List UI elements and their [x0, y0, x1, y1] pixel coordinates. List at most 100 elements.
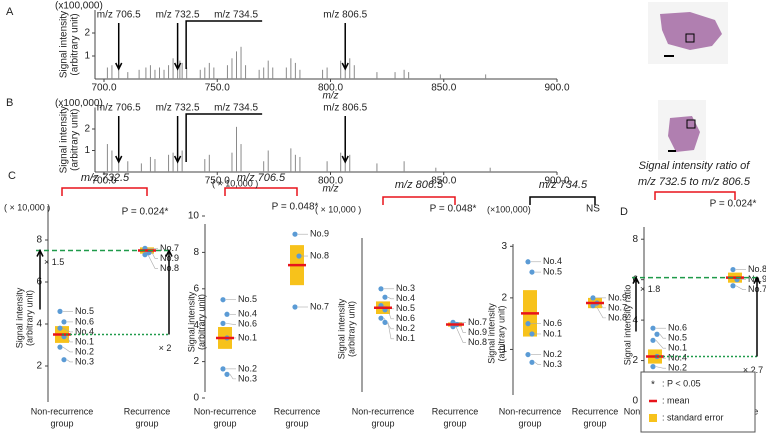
y-axis-label: Signal intensity: [486, 303, 496, 364]
data-point: [61, 319, 67, 325]
y-tick-label: 8: [36, 235, 42, 246]
point-label: No.4: [543, 256, 562, 266]
x-tick-label: 800.0: [318, 176, 343, 187]
category-label: Non-recurrence: [499, 406, 562, 416]
point-label: No.8: [608, 312, 627, 322]
panel-title: m/z 732.5: [81, 172, 130, 184]
panel-label: D: [620, 206, 628, 218]
arrow-head: [173, 155, 182, 164]
category-label: group: [285, 418, 308, 428]
data-point: [590, 303, 596, 309]
point-label: No.7: [160, 243, 179, 253]
p-value: NS: [586, 204, 600, 215]
y-tick-label: 4: [193, 320, 199, 331]
legend-symbol: *: [651, 380, 655, 391]
legend-label: : standard error: [662, 412, 724, 422]
leader-line: [534, 362, 541, 365]
category-label: Recurrence: [432, 406, 479, 416]
x-tick-label: 850.0: [431, 176, 456, 187]
fold-label: × 2.7: [743, 365, 763, 375]
y-unit: ( × 10,000 ): [4, 202, 50, 212]
point-label: No.8: [468, 337, 487, 347]
panel-label: B: [6, 97, 13, 109]
leader-line: [229, 374, 236, 380]
p-value: P = 0.048*: [430, 204, 477, 215]
point-label: No.9: [608, 292, 627, 302]
point-label: No.7: [608, 302, 627, 312]
arrow-head: [632, 275, 640, 284]
y-axis-label: (arbitrary unit): [196, 294, 206, 350]
x-tick-label: 750.0: [205, 83, 230, 94]
point-label: No.7: [468, 317, 487, 327]
tissue-image-b: [658, 100, 706, 160]
data-point: [378, 315, 384, 321]
point-label: No.1: [238, 332, 257, 342]
data-point: [220, 320, 226, 326]
annotation-label: m/z 806.5: [323, 103, 367, 114]
data-point: [61, 357, 67, 363]
y-axis-label: (arbitrary unit): [496, 305, 506, 361]
point-label: No.6: [668, 323, 687, 333]
leader-line: [225, 323, 236, 325]
leader-line: [66, 336, 73, 343]
significance-bracket: [224, 187, 298, 196]
data-point: [529, 331, 535, 337]
annotation-label: m/z 732.5: [156, 103, 200, 114]
point-label: No.3: [238, 373, 257, 383]
tissue-image-a: [648, 2, 728, 64]
category-label: Recurrence: [274, 406, 321, 416]
point-label: No.6: [238, 319, 257, 329]
arrow-head: [165, 248, 173, 257]
point-label: No.4: [75, 326, 94, 336]
data-point: [57, 308, 63, 314]
y-axis-label: Signal intensity: [186, 291, 196, 352]
point-label: No.5: [396, 303, 415, 313]
data-point: [525, 259, 531, 265]
annotation-label: m/z 706.5: [97, 10, 141, 21]
data-point: [292, 304, 298, 310]
y-unit: ( × 10,000 ): [315, 204, 361, 214]
leader-line: [599, 302, 606, 309]
y-tick-label: 2: [36, 361, 42, 372]
leader-line: [655, 340, 666, 349]
panel-title: m/z 706.5: [237, 172, 286, 184]
leader-line: [151, 252, 158, 259]
panel-label: C: [8, 170, 16, 182]
arrow-head: [115, 62, 123, 71]
arrow-head: [115, 155, 123, 164]
leader-line: [387, 296, 394, 300]
data-point: [525, 351, 531, 358]
p-value: P = 0.048*: [272, 202, 319, 213]
y-axis-label: (arbitrary unit): [70, 109, 81, 171]
annotation-label: m/z 732.5: [156, 10, 200, 21]
annotation-label: m/z 734.5: [214, 103, 258, 114]
data-point: [590, 295, 596, 301]
point-label: No.3: [543, 359, 562, 369]
x-tick-label: 700.0: [91, 83, 116, 94]
p-value: P = 0.024*: [122, 207, 169, 218]
point-label: No.3: [396, 283, 415, 293]
point-label: No.1: [668, 343, 687, 353]
y-axis-label: Signal intensity ratio: [622, 285, 632, 366]
point-label: No.5: [75, 306, 94, 316]
y-tick-label: 2: [501, 293, 507, 304]
y-unit: ( × 10,000 ): [212, 178, 258, 188]
y-tick-label: 6: [193, 283, 199, 294]
point-label: No.5: [543, 266, 562, 276]
significance-bracket: [654, 191, 736, 200]
data-point: [650, 325, 656, 331]
point-label: No.4: [668, 353, 687, 363]
point-label: No.4: [396, 293, 415, 303]
category-label: group: [50, 418, 73, 428]
annotation-bracket: [185, 113, 263, 162]
y-axis-label: Signal intensity: [14, 287, 24, 348]
significance-bracket: [382, 196, 456, 205]
y-tick-label: 0: [632, 396, 638, 407]
significance-bracket: [61, 187, 148, 196]
data-point: [378, 286, 384, 292]
leader-line: [659, 334, 666, 339]
point-label: No.4: [238, 309, 257, 319]
fold-label: × 1.5: [44, 257, 64, 267]
point-label: No.6: [396, 313, 415, 323]
y-tick-label: 8: [193, 247, 199, 258]
